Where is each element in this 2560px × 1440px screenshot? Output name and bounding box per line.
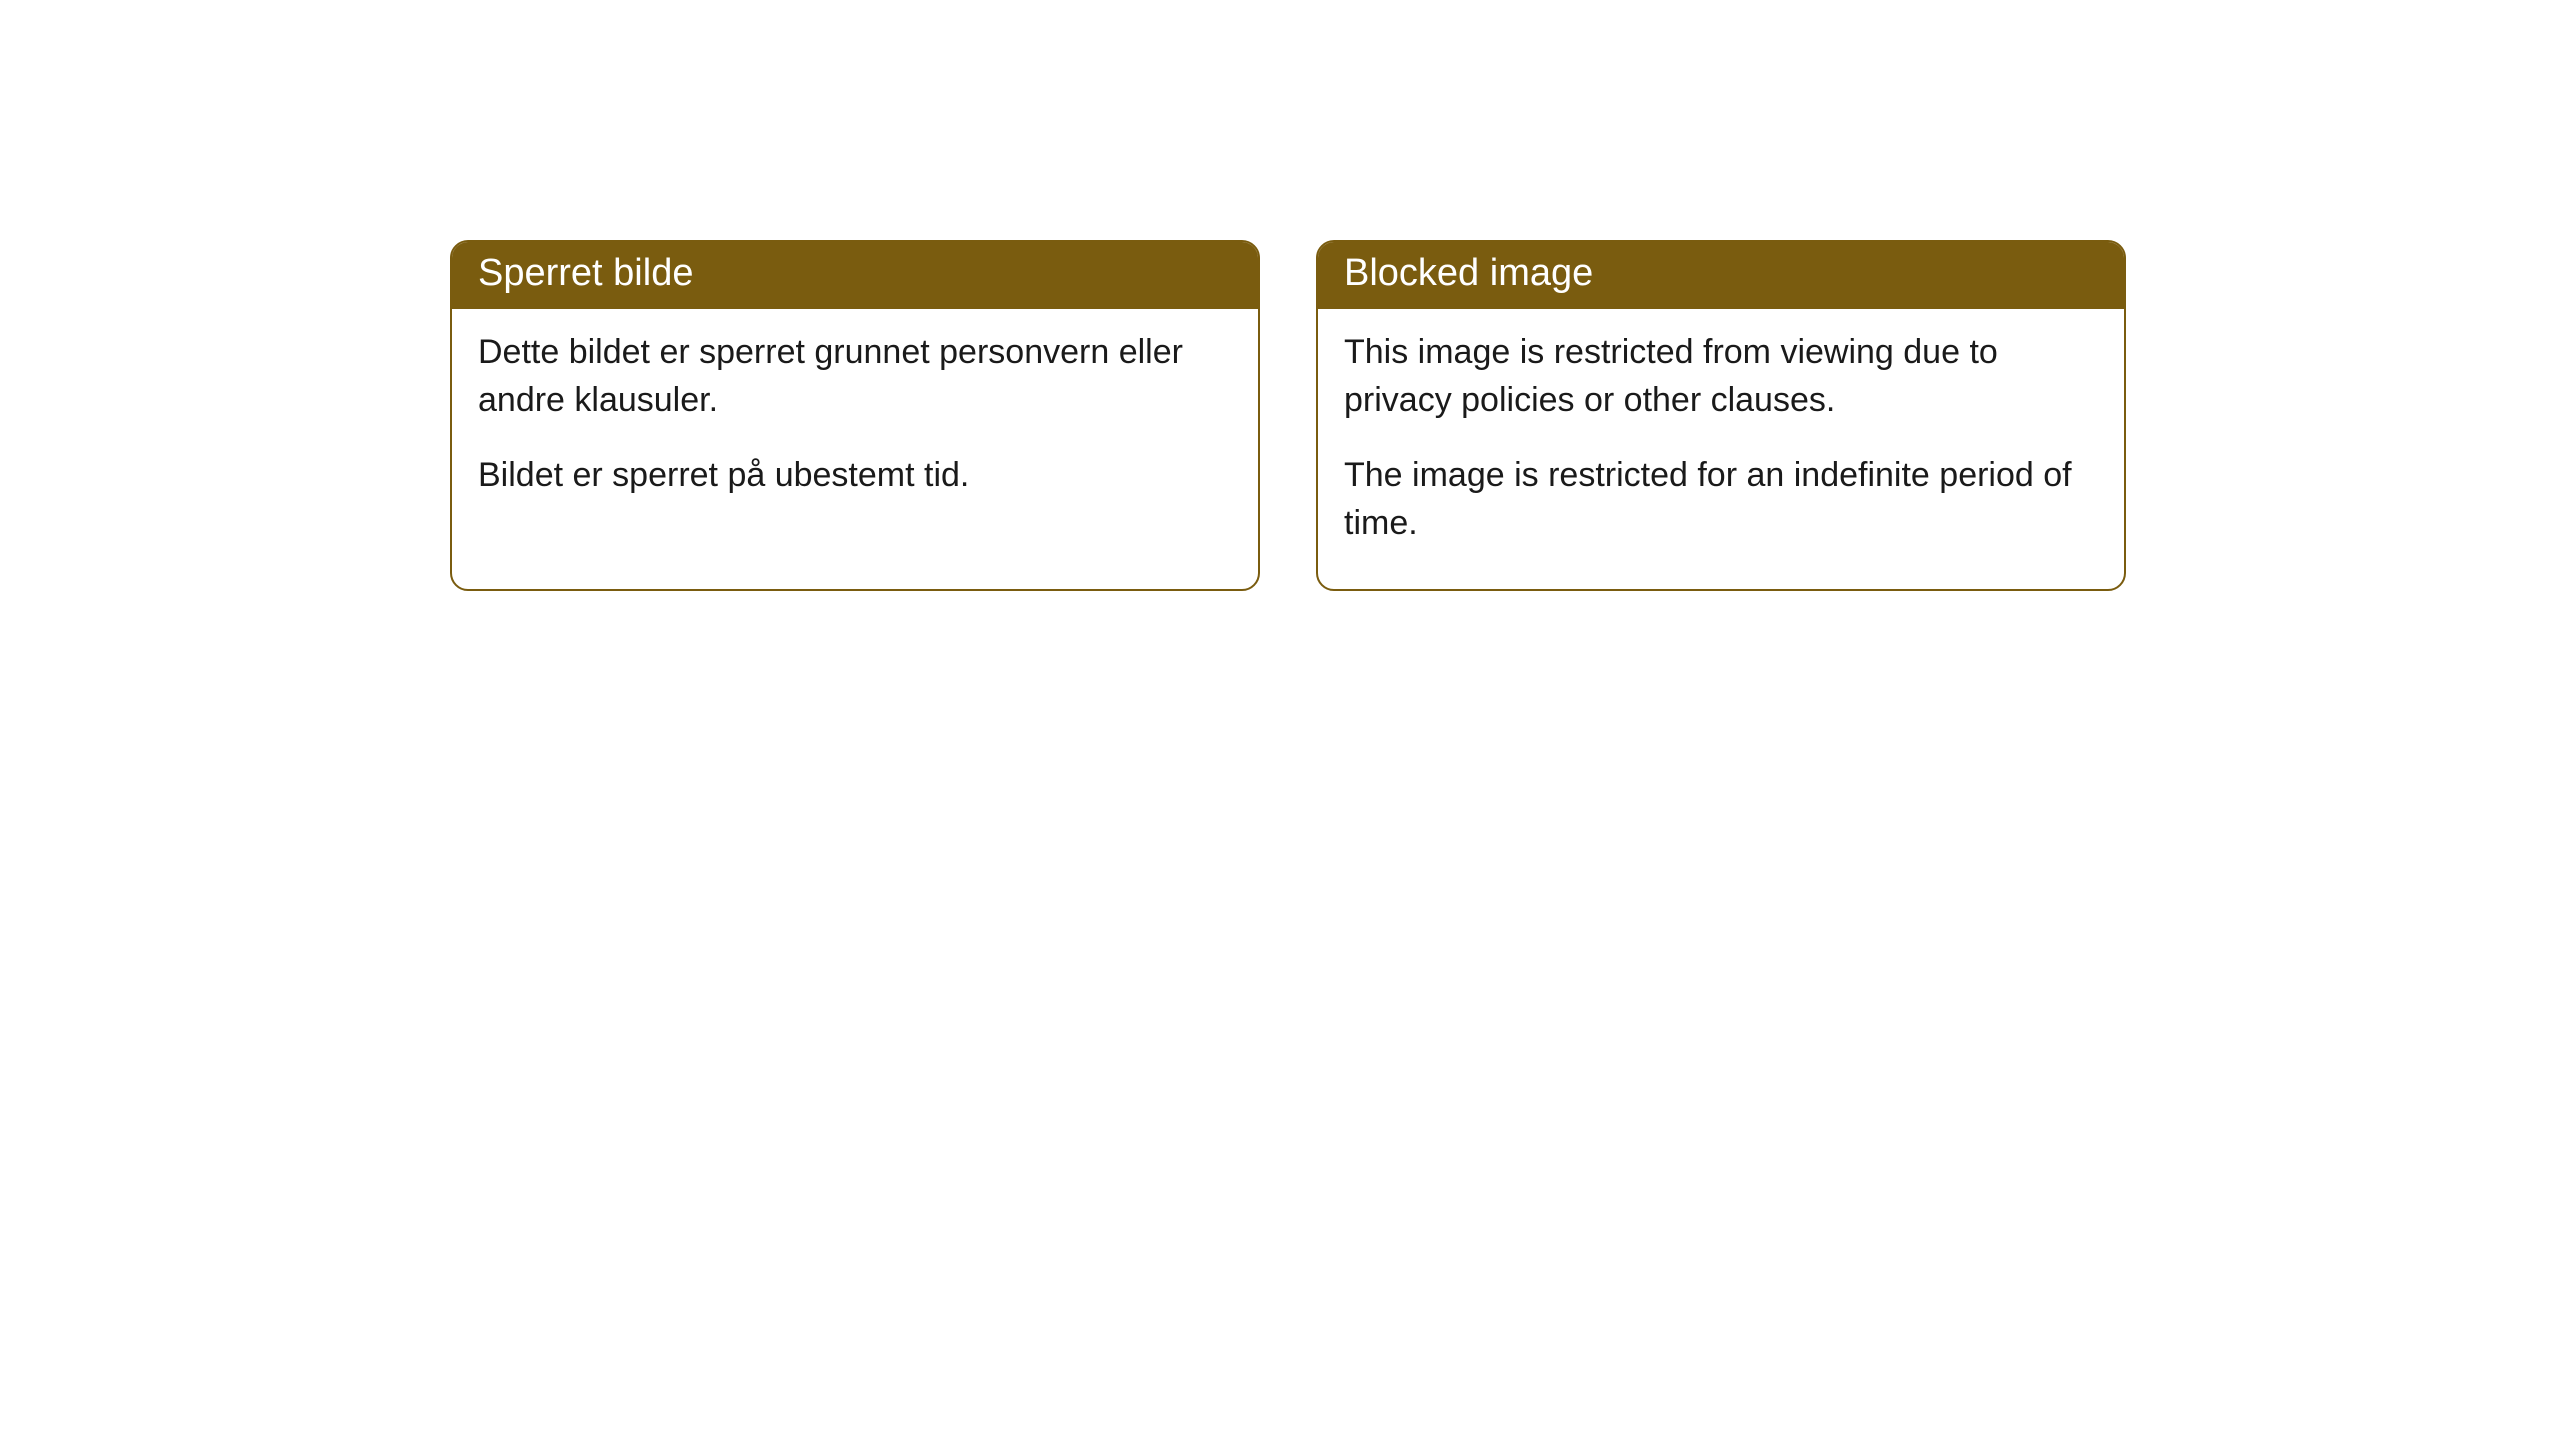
card-text-english-2: The image is restricted for an indefinit… — [1344, 452, 2098, 547]
card-english: Blocked image This image is restricted f… — [1316, 240, 2126, 591]
card-text-norwegian-1: Dette bildet er sperret grunnet personve… — [478, 329, 1232, 424]
card-body-english: This image is restricted from viewing du… — [1318, 309, 2124, 589]
card-header-norwegian: Sperret bilde — [452, 242, 1258, 309]
card-header-english: Blocked image — [1318, 242, 2124, 309]
card-norwegian: Sperret bilde Dette bildet er sperret gr… — [450, 240, 1260, 591]
card-text-english-1: This image is restricted from viewing du… — [1344, 329, 2098, 424]
card-body-norwegian: Dette bildet er sperret grunnet personve… — [452, 309, 1258, 542]
cards-container: Sperret bilde Dette bildet er sperret gr… — [450, 240, 2560, 591]
card-text-norwegian-2: Bildet er sperret på ubestemt tid. — [478, 452, 1232, 500]
